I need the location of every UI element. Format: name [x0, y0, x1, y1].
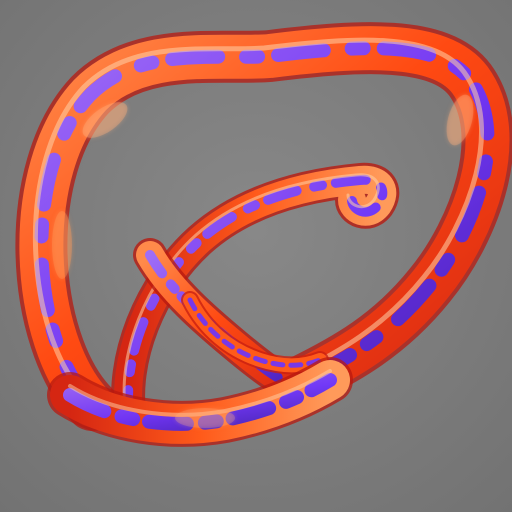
gloss-spot-left [52, 211, 72, 279]
inner-curl-highlight [122, 173, 380, 417]
gloss-accents [52, 94, 474, 428]
outer-loop-stripes [34, 41, 495, 412]
gloss-spot-bottom [175, 408, 235, 428]
outer-loop [15, 22, 512, 431]
outer-loop-highlight [33, 37, 485, 400]
lower-twist [181, 291, 329, 375]
gloss-spot-upper-left [82, 102, 128, 138]
gloss-spot-right [446, 94, 474, 146]
inner-curl [111, 162, 400, 437]
lower-twist-stripes [187, 297, 323, 368]
bottom-arc-stripes [63, 373, 337, 431]
inner-curl-stripes [123, 174, 388, 425]
